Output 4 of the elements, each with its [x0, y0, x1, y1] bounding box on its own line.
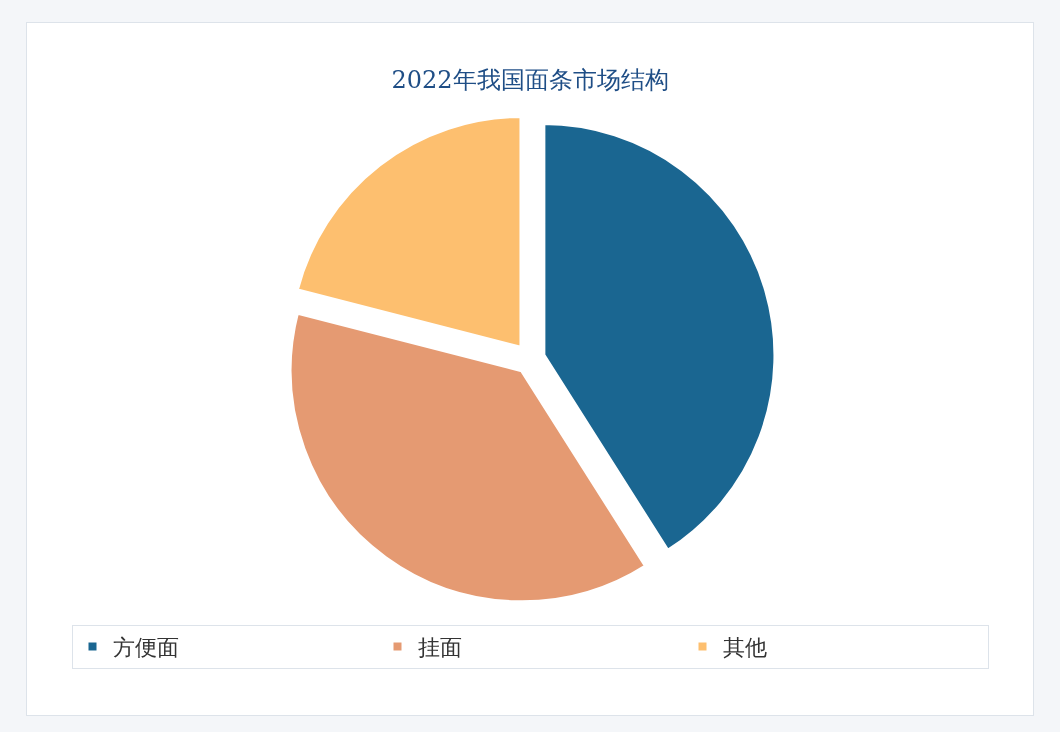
legend-label: 其他 [722, 635, 767, 661]
legend-label: 挂面 [417, 635, 462, 661]
chart-title: 2022年我国面条市场结构 [391, 66, 669, 95]
legend-label: 方便面 [112, 635, 179, 661]
